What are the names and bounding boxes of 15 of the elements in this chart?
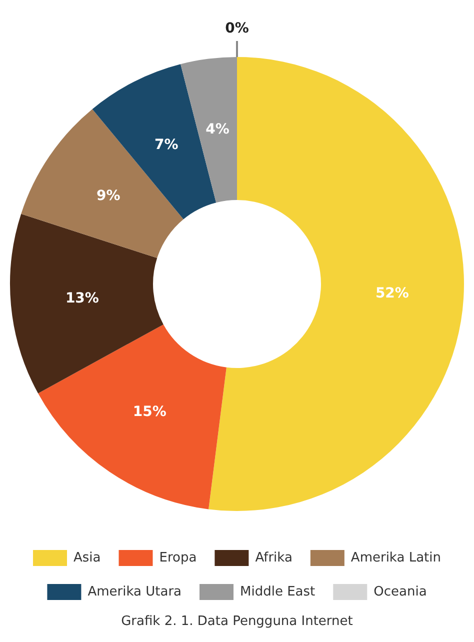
legend-label: Afrika [255,550,292,566]
data-label: 4% [206,121,230,138]
legend-label: Amerika Utara [88,584,182,600]
legend-label: Middle East [240,584,316,600]
data-label: 13% [65,290,99,306]
data-label: 9% [96,188,120,204]
legend-label: Asia [74,550,101,566]
legend-label: Oceania [374,584,427,600]
legend-label: Amerika Latin [350,550,442,566]
data-label: 15% [132,404,166,420]
text: Grafik 2. 1. Data Pengguna Internet [120,614,354,629]
legend-label: Eropa [159,550,197,566]
data-label: 52% [375,285,409,302]
data-label: 7% [154,137,178,154]
text: 0% [225,20,249,37]
